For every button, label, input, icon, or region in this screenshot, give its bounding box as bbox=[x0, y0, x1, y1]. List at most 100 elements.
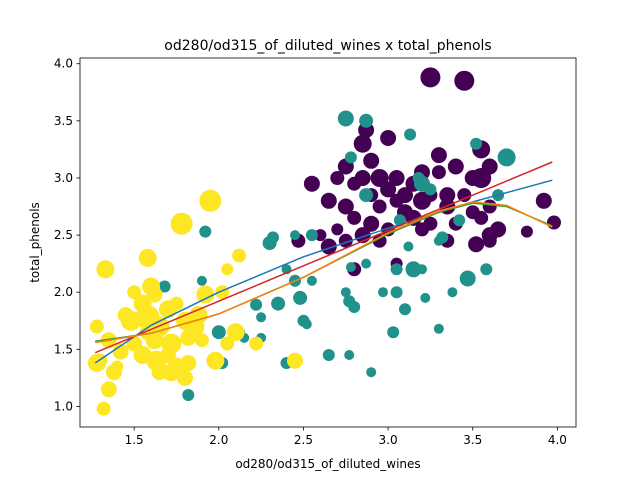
data-point bbox=[399, 303, 411, 316]
data-point bbox=[306, 275, 317, 286]
data-point bbox=[420, 292, 431, 303]
x-tick-label: 2.0 bbox=[209, 433, 228, 447]
data-point bbox=[196, 285, 215, 304]
x-tick-label: 2.5 bbox=[294, 433, 313, 447]
data-point bbox=[211, 325, 226, 340]
data-point bbox=[199, 189, 222, 212]
fit-line bbox=[94, 161, 553, 354]
data-point bbox=[320, 238, 337, 255]
data-point bbox=[345, 262, 356, 273]
data-point bbox=[347, 176, 362, 191]
data-point bbox=[199, 225, 212, 238]
data-point bbox=[290, 230, 300, 241]
data-point bbox=[180, 355, 197, 371]
y-axis-label: total_phenols bbox=[28, 202, 42, 283]
data-point bbox=[301, 319, 312, 330]
data-point bbox=[256, 312, 267, 323]
data-point bbox=[344, 151, 357, 164]
fit-line bbox=[95, 201, 553, 344]
data-point bbox=[447, 287, 458, 298]
data-point bbox=[162, 363, 181, 382]
y-tick-label: 3.0 bbox=[54, 171, 73, 185]
data-point bbox=[337, 110, 354, 127]
data-point bbox=[262, 236, 277, 251]
x-tick-label: 1.5 bbox=[125, 433, 144, 447]
y-axis-ticks: 1.0 1.5 2.0 2.5 3.0 3.5 4.0 bbox=[54, 57, 80, 413]
data-point bbox=[389, 193, 404, 208]
data-point bbox=[482, 233, 497, 248]
data-point bbox=[105, 364, 122, 381]
data-point bbox=[145, 331, 164, 350]
data-point bbox=[405, 261, 422, 278]
data-point bbox=[459, 270, 476, 287]
data-point bbox=[189, 306, 208, 324]
data-point bbox=[353, 134, 372, 153]
data-point bbox=[146, 286, 163, 303]
data-point bbox=[159, 300, 177, 319]
data-point bbox=[331, 223, 344, 236]
axes-frame bbox=[79, 57, 577, 428]
data-point bbox=[520, 225, 533, 238]
data-point bbox=[480, 263, 493, 276]
x-axis-label: od280/od315_of_diluted_wines bbox=[235, 457, 420, 471]
data-point bbox=[361, 258, 372, 269]
data-point bbox=[177, 369, 193, 386]
data-point bbox=[194, 333, 209, 348]
data-point bbox=[413, 191, 431, 210]
data-point bbox=[359, 188, 374, 203]
data-point bbox=[380, 181, 397, 198]
data-point bbox=[271, 296, 286, 311]
data-point bbox=[330, 171, 345, 185]
data-point bbox=[431, 165, 446, 180]
data-point bbox=[468, 236, 485, 253]
data-point bbox=[390, 286, 403, 299]
data-point bbox=[220, 336, 235, 351]
data-point bbox=[403, 241, 414, 252]
data-point bbox=[535, 192, 552, 209]
data-point bbox=[378, 287, 388, 298]
points-layer bbox=[87, 67, 561, 416]
data-point bbox=[320, 192, 337, 209]
data-point bbox=[180, 329, 197, 346]
data-point bbox=[158, 280, 171, 293]
data-point bbox=[424, 183, 437, 196]
chart-title: od280/od315_of_diluted_wines x total_phe… bbox=[164, 38, 491, 54]
data-point bbox=[430, 147, 447, 164]
data-point bbox=[348, 301, 361, 313]
y-tick-label: 1.0 bbox=[54, 399, 73, 413]
data-point bbox=[305, 229, 318, 242]
y-tick-label: 3.5 bbox=[54, 114, 73, 128]
data-point bbox=[170, 212, 193, 235]
data-point bbox=[404, 128, 417, 141]
data-point bbox=[249, 336, 264, 351]
x-tick-label: 3.5 bbox=[463, 433, 482, 447]
data-point bbox=[337, 198, 354, 215]
fit-lines-layer bbox=[94, 161, 553, 364]
data-point bbox=[232, 248, 247, 263]
data-point bbox=[420, 67, 441, 88]
data-point bbox=[439, 187, 456, 204]
data-point bbox=[433, 323, 444, 334]
y-tick-label: 2.0 bbox=[54, 285, 73, 299]
data-point bbox=[96, 260, 115, 279]
data-point bbox=[340, 287, 351, 298]
data-point bbox=[182, 389, 195, 401]
data-point bbox=[250, 298, 263, 311]
data-point bbox=[415, 222, 429, 237]
data-point bbox=[547, 215, 561, 230]
data-point bbox=[454, 70, 475, 91]
data-point bbox=[206, 351, 225, 370]
data-point bbox=[380, 130, 397, 146]
data-point bbox=[363, 215, 380, 232]
x-tick-label: 4.0 bbox=[548, 433, 567, 447]
data-point bbox=[366, 367, 377, 378]
data-point bbox=[127, 285, 142, 300]
data-point bbox=[322, 349, 335, 361]
y-tick-label: 1.5 bbox=[54, 342, 73, 356]
data-point bbox=[417, 264, 427, 275]
data-point bbox=[387, 326, 400, 339]
data-point bbox=[347, 210, 362, 225]
y-tick-label: 2.5 bbox=[54, 228, 73, 242]
y-tick-label: 4.0 bbox=[54, 57, 73, 71]
